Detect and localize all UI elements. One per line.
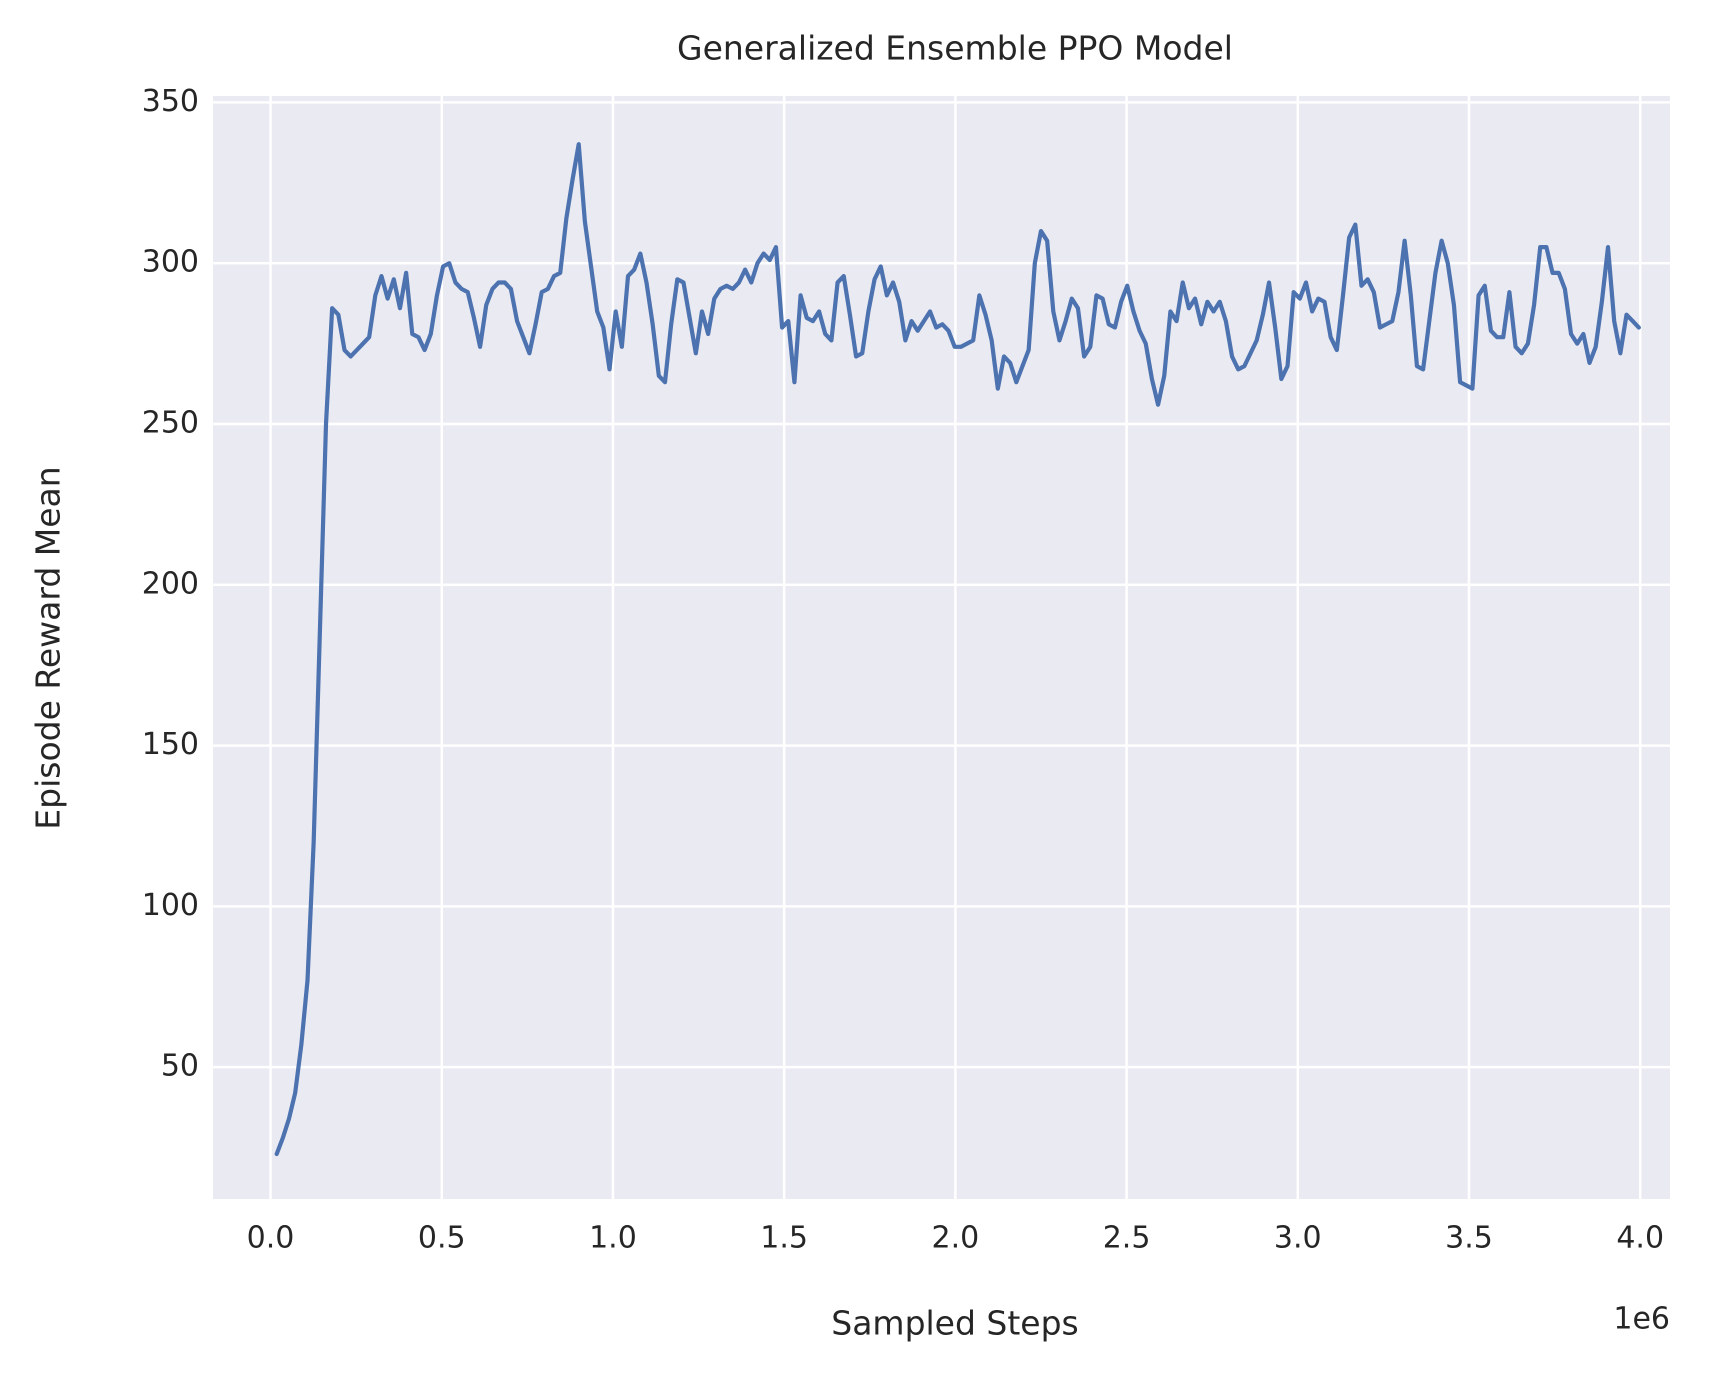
y-tick-label: 150 — [142, 727, 199, 762]
y-axis-label: Episode Reward Mean — [29, 466, 68, 829]
y-tick-label: 300 — [142, 245, 199, 280]
x-tick-label: 2.5 — [1103, 1221, 1151, 1256]
x-tick-label: 3.5 — [1445, 1221, 1493, 1256]
y-tick-label: 200 — [142, 566, 199, 601]
x-tick-label: 2.0 — [932, 1221, 980, 1256]
y-tick-label: 50 — [161, 1049, 199, 1084]
chart-title: Generalized Ensemble PPO Model — [677, 29, 1233, 68]
x-tick-label: 4.0 — [1616, 1221, 1664, 1256]
y-tick-label: 100 — [142, 888, 199, 923]
y-tick-label: 350 — [142, 84, 199, 119]
x-offset-label: 1e6 — [1613, 1302, 1670, 1337]
x-tick-label: 3.0 — [1274, 1221, 1322, 1256]
x-axis-label: Sampled Steps — [831, 1304, 1079, 1343]
y-tick-label: 250 — [142, 406, 199, 441]
x-tick-label: 0.5 — [418, 1221, 466, 1256]
data-line — [274, 142, 1641, 1157]
x-tick-label: 0.0 — [247, 1221, 295, 1256]
x-tick-label: 1.5 — [760, 1221, 808, 1256]
plot-background — [213, 96, 1670, 1199]
x-tick-label: 1.0 — [589, 1221, 637, 1256]
